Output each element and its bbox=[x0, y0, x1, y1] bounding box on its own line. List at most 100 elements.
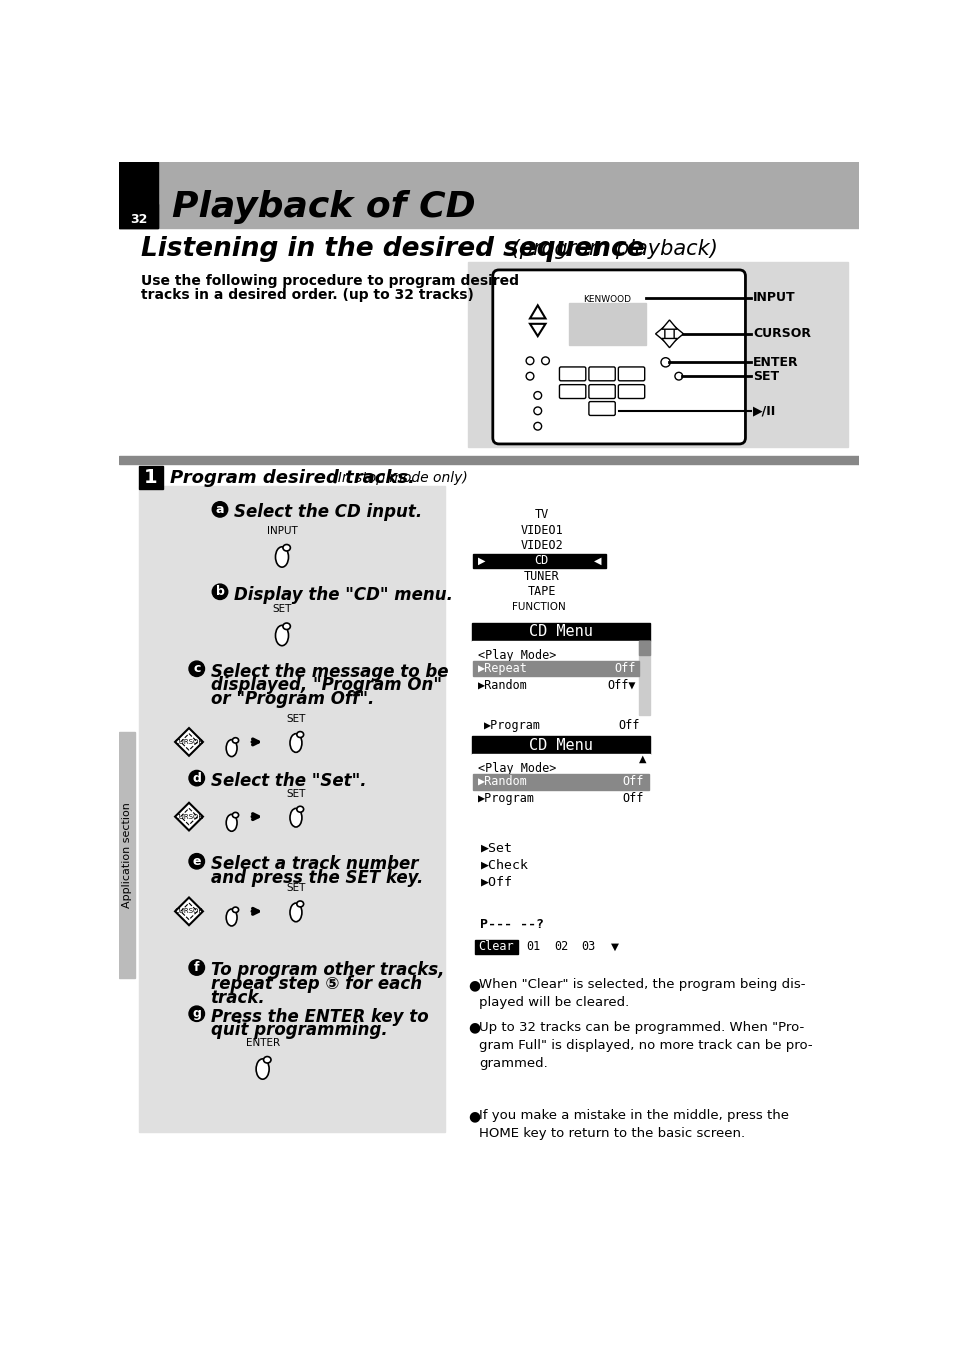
Bar bbox=[468, 262, 847, 447]
Bar bbox=[477, 719, 648, 734]
Text: SET: SET bbox=[286, 713, 305, 724]
Circle shape bbox=[534, 407, 541, 415]
Text: track.: track. bbox=[211, 989, 265, 1006]
Text: (program playback): (program playback) bbox=[505, 239, 718, 259]
Polygon shape bbox=[655, 326, 664, 342]
Text: TAPE: TAPE bbox=[527, 585, 556, 598]
Bar bbox=[472, 736, 649, 754]
Ellipse shape bbox=[226, 739, 236, 757]
Text: Program desired tracks.: Program desired tracks. bbox=[170, 469, 415, 488]
Text: INPUT: INPUT bbox=[753, 290, 795, 304]
Text: CD Menu: CD Menu bbox=[529, 738, 593, 753]
Text: P--- --?: P--- --? bbox=[479, 919, 543, 931]
Circle shape bbox=[212, 501, 228, 517]
Text: Clear: Clear bbox=[477, 940, 513, 954]
Text: To program other tracks,: To program other tracks, bbox=[211, 962, 444, 979]
Bar bbox=[472, 661, 638, 677]
Circle shape bbox=[525, 357, 534, 365]
Text: Display the "CD" menu.: Display the "CD" menu. bbox=[233, 585, 453, 604]
Text: CURSOR: CURSOR bbox=[753, 327, 810, 340]
Circle shape bbox=[189, 770, 204, 786]
Circle shape bbox=[541, 357, 549, 365]
Bar bbox=[119, 457, 858, 463]
Text: c: c bbox=[193, 662, 200, 676]
Polygon shape bbox=[174, 802, 203, 831]
Text: f: f bbox=[193, 961, 199, 974]
FancyBboxPatch shape bbox=[588, 401, 615, 416]
FancyBboxPatch shape bbox=[618, 367, 644, 381]
Text: CD: CD bbox=[534, 554, 548, 567]
Ellipse shape bbox=[233, 812, 238, 817]
Text: Off: Off bbox=[614, 662, 636, 674]
Text: repeat step ⑤ for each: repeat step ⑤ for each bbox=[211, 975, 421, 993]
Bar bbox=[472, 642, 649, 715]
Ellipse shape bbox=[290, 808, 301, 827]
Text: d: d bbox=[193, 771, 201, 785]
Text: Up to 32 tracks can be programmed. When "Pro-
gram Full" is displayed, no more t: Up to 32 tracks can be programmed. When … bbox=[478, 1020, 812, 1070]
Text: tracks in a desired order. (up to 32 tracks): tracks in a desired order. (up to 32 tra… bbox=[141, 288, 474, 301]
Text: ▶Program: ▶Program bbox=[477, 792, 535, 805]
Text: and press the SET key.: and press the SET key. bbox=[211, 869, 422, 888]
Text: Use the following procedure to program desired: Use the following procedure to program d… bbox=[141, 274, 518, 288]
Text: Off: Off bbox=[622, 792, 643, 805]
Bar bbox=[472, 623, 649, 642]
Bar bbox=[472, 909, 645, 967]
Text: ENTER: ENTER bbox=[245, 1038, 279, 1048]
Ellipse shape bbox=[233, 907, 238, 912]
Text: a: a bbox=[215, 503, 224, 516]
Text: ●: ● bbox=[468, 1109, 479, 1123]
Text: VIDEO2: VIDEO2 bbox=[519, 539, 562, 553]
Text: b: b bbox=[215, 585, 224, 598]
Circle shape bbox=[189, 854, 204, 869]
Ellipse shape bbox=[233, 738, 238, 743]
Text: ▶Set: ▶Set bbox=[480, 842, 513, 854]
Text: (In stop mode only): (In stop mode only) bbox=[328, 471, 468, 485]
Bar bbox=[138, 485, 444, 1132]
Text: <Play Mode>: <Play Mode> bbox=[477, 762, 556, 775]
Text: Select the "Set".: Select the "Set". bbox=[211, 771, 366, 790]
Text: 02: 02 bbox=[554, 940, 568, 954]
Circle shape bbox=[660, 358, 670, 367]
Polygon shape bbox=[174, 728, 203, 755]
FancyBboxPatch shape bbox=[618, 385, 644, 399]
FancyBboxPatch shape bbox=[558, 367, 585, 381]
Text: 03: 03 bbox=[580, 940, 595, 954]
Ellipse shape bbox=[290, 734, 301, 753]
Bar bbox=[472, 831, 618, 890]
Text: SET: SET bbox=[753, 370, 779, 382]
Text: <Play Mode>: <Play Mode> bbox=[477, 648, 556, 662]
Text: TUNER: TUNER bbox=[523, 570, 558, 582]
Text: 01: 01 bbox=[526, 940, 540, 954]
Text: Press the ENTER key to: Press the ENTER key to bbox=[211, 1008, 428, 1025]
Ellipse shape bbox=[263, 1056, 271, 1063]
Ellipse shape bbox=[296, 807, 303, 812]
Circle shape bbox=[534, 392, 541, 400]
Ellipse shape bbox=[226, 815, 236, 831]
Text: quit programming.: quit programming. bbox=[211, 1021, 387, 1039]
Bar bbox=[475, 940, 517, 954]
Text: ENTER: ENTER bbox=[753, 355, 798, 369]
Text: ▶Program: ▶Program bbox=[484, 719, 540, 732]
Text: Application section: Application section bbox=[122, 802, 132, 908]
Text: ▶Repeat: ▶Repeat bbox=[477, 662, 527, 674]
Text: When "Clear" is selected, the program being dis-
played will be cleared.: When "Clear" is selected, the program be… bbox=[478, 978, 804, 1009]
FancyBboxPatch shape bbox=[588, 367, 615, 381]
Text: VIDEO1: VIDEO1 bbox=[519, 524, 562, 536]
Circle shape bbox=[189, 1006, 204, 1021]
Text: CURSOR: CURSOR bbox=[174, 813, 203, 820]
Text: CD Menu: CD Menu bbox=[529, 624, 593, 639]
Text: ▶: ▶ bbox=[477, 557, 485, 566]
Text: CURSOR: CURSOR bbox=[174, 739, 203, 744]
Polygon shape bbox=[674, 326, 682, 342]
Text: ◀: ◀ bbox=[594, 557, 601, 566]
Text: g: g bbox=[193, 1008, 201, 1020]
Bar bbox=[119, 162, 858, 227]
Text: 32: 32 bbox=[130, 212, 147, 226]
Text: FUNCTION: FUNCTION bbox=[512, 603, 565, 612]
Text: ▶Random: ▶Random bbox=[477, 774, 527, 788]
Bar bbox=[119, 162, 158, 227]
Text: Off: Off bbox=[622, 774, 643, 788]
Bar bbox=[119, 732, 134, 978]
Text: Select a track number: Select a track number bbox=[211, 855, 417, 873]
Circle shape bbox=[525, 373, 534, 380]
